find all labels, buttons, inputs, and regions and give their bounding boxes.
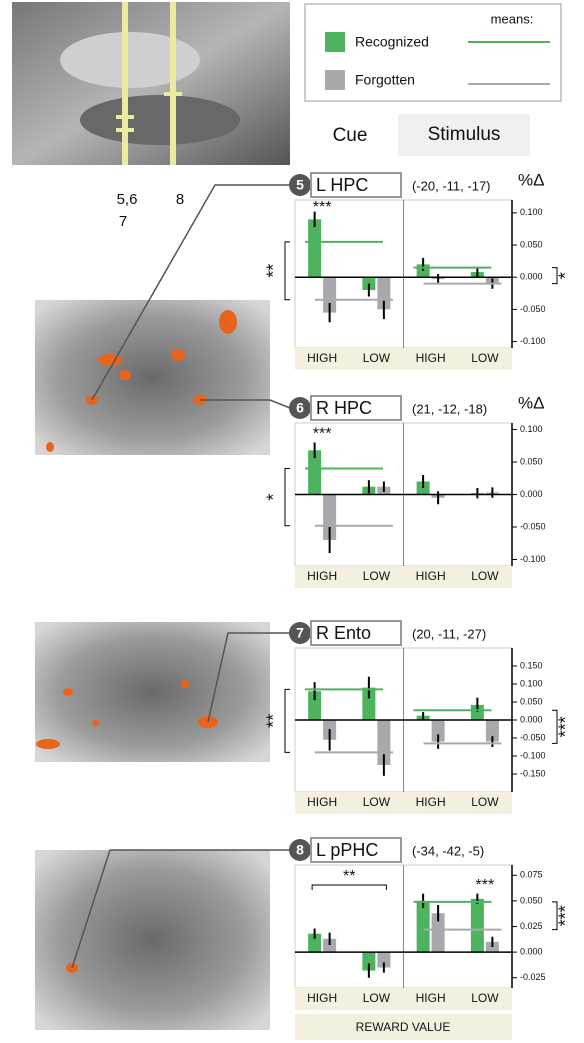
means-label: means: <box>491 11 534 26</box>
y-tick-label: 0.000 <box>520 272 543 282</box>
y-tick-label: -0.050 <box>520 732 546 742</box>
x-tick-label: HIGH <box>416 991 446 1005</box>
y-tick-label: 0.050 <box>520 696 543 706</box>
x-axis-label: REWARD VALUE <box>356 1020 451 1034</box>
slice-label: 8 <box>176 191 184 208</box>
unit-label: %Δ <box>518 393 544 412</box>
x-tick-label: LOW <box>471 991 499 1005</box>
significance-label: *** <box>313 426 332 443</box>
phase-label: Stimulus <box>428 124 501 145</box>
coronal-image <box>35 300 270 455</box>
region-label: R HPC <box>316 398 372 418</box>
y-tick-label: -0.100 <box>520 336 546 346</box>
x-tick-label: HIGH <box>416 795 446 809</box>
y-tick-label: 0.150 <box>520 660 543 670</box>
region-label: L pPHC <box>316 840 378 860</box>
significance-label: ** <box>264 714 284 728</box>
coordinates: (-20, -11, -17) <box>412 178 491 193</box>
coronal-image <box>35 622 270 762</box>
coordinates: (21, -12, -18) <box>412 401 487 416</box>
x-tick-label: HIGH <box>416 569 446 583</box>
x-tick-label: LOW <box>471 795 499 809</box>
significance-bracket <box>285 242 290 300</box>
slice-label: 7 <box>119 213 127 230</box>
y-tick-label: 0.000 <box>520 947 543 957</box>
slice-label: 5,6 <box>117 191 138 208</box>
y-tick-label: 0.000 <box>520 489 543 499</box>
y-tick-label: -0.050 <box>520 304 546 314</box>
significance-label: *** <box>556 716 576 737</box>
coronal-image <box>35 850 270 1030</box>
x-tick-label: LOW <box>363 351 391 365</box>
panel-number: 5 <box>296 177 304 193</box>
significance-bracket <box>285 689 290 752</box>
significance-label: *** <box>556 905 576 926</box>
y-tick-label: -0.150 <box>520 768 546 778</box>
significance-label: ** <box>264 264 284 278</box>
x-tick-label: HIGH <box>307 351 337 365</box>
y-tick-label: -0.100 <box>520 554 546 564</box>
legend-label: Recognized <box>355 34 429 50</box>
y-tick-label: -0.025 <box>520 972 546 982</box>
figure: 5,6 7 8 Recognized Forgotten means: Cue … <box>0 0 584 1043</box>
sagittal-image <box>12 2 290 165</box>
region-label: R Ento <box>316 623 371 643</box>
y-tick-label: -0.100 <box>520 750 546 760</box>
significance-label: ** <box>343 868 355 885</box>
y-tick-label: 0.025 <box>520 921 543 931</box>
panel-number: 7 <box>296 625 304 641</box>
bar <box>417 901 430 952</box>
x-tick-label: LOW <box>471 569 499 583</box>
unit-label: %Δ <box>518 170 544 189</box>
significance-label: * <box>264 494 284 501</box>
legend-swatch <box>325 70 345 90</box>
phase-label: Cue <box>333 125 368 146</box>
legend-swatch <box>325 32 345 52</box>
y-tick-label: 0.100 <box>520 207 543 217</box>
x-tick-label: HIGH <box>307 795 337 809</box>
y-tick-label: 0.000 <box>520 714 543 724</box>
coordinates: (-34, -42, -5) <box>412 843 484 858</box>
x-tick-label: LOW <box>363 795 391 809</box>
y-tick-label: 0.100 <box>520 424 543 434</box>
x-tick-label: LOW <box>471 351 499 365</box>
y-tick-label: 0.050 <box>520 239 543 249</box>
y-tick-label: 0.050 <box>520 456 543 466</box>
y-tick-label: 0.050 <box>520 895 543 905</box>
panel-number: 6 <box>296 400 304 416</box>
panel-number: 8 <box>296 842 304 858</box>
legend: Recognized Forgotten means: <box>305 4 561 101</box>
bar <box>471 899 484 952</box>
y-tick-label: -0.050 <box>520 521 546 531</box>
y-tick-label: 0.100 <box>520 678 543 688</box>
y-tick-label: 0.075 <box>520 870 543 880</box>
region-label: L HPC <box>316 175 368 195</box>
x-tick-label: HIGH <box>307 569 337 583</box>
x-tick-label: HIGH <box>307 991 337 1005</box>
bar <box>308 219 321 277</box>
x-tick-label: LOW <box>363 569 391 583</box>
legend-label: Forgotten <box>355 72 415 88</box>
x-tick-label: LOW <box>363 991 391 1005</box>
coordinates: (20, -11, -27) <box>412 626 486 641</box>
significance-bracket <box>285 469 290 526</box>
x-tick-label: HIGH <box>416 351 446 365</box>
significance-label: * <box>556 272 576 279</box>
significance-label: *** <box>313 199 332 216</box>
significance-label: *** <box>476 877 495 894</box>
